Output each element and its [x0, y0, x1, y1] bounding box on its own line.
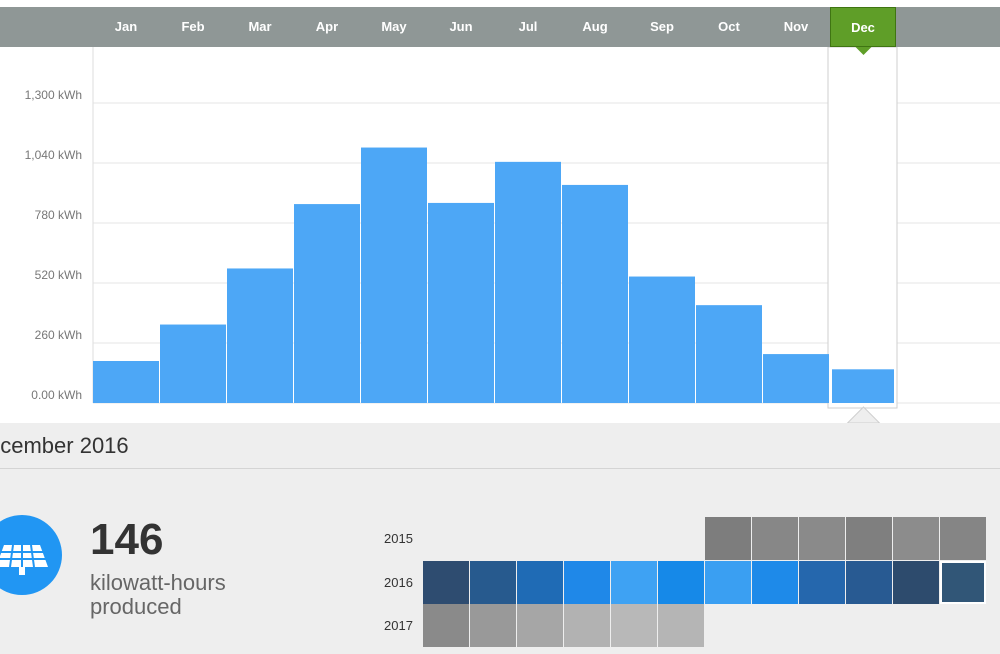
y-tick-label: 260 kWh — [35, 328, 82, 342]
production-value: 146 — [90, 515, 164, 564]
heatmap-cell[interactable] — [752, 517, 798, 560]
year-label-2016: 2016 — [384, 575, 413, 590]
unit-line-2: produced — [90, 594, 182, 619]
heatmap-cell[interactable] — [940, 561, 986, 604]
bar-may[interactable] — [361, 147, 427, 403]
selected-month-highlight — [827, 47, 898, 409]
production-unit: kilowatt-hours produced — [90, 571, 290, 619]
y-tick-label: 1,040 kWh — [25, 148, 82, 162]
monthly-production-chart: 0.00 kWh 260 kWh 520 kWh 780 kWh 1,040 kWh 1,… — [0, 47, 1000, 423]
heatmap-cell[interactable] — [517, 604, 563, 647]
heatmap-cell[interactable] — [799, 561, 845, 604]
month-tab-jan[interactable]: Jan — [114, 19, 138, 34]
bar-oct[interactable] — [696, 305, 762, 403]
month-tab-aug[interactable]: Aug — [582, 19, 608, 34]
bar-chart-svg: 0.00 kWh 260 kWh 520 kWh 780 kWh 1,040 kWh 1,… — [25, 47, 1000, 423]
heatmap-cell[interactable] — [893, 517, 939, 560]
heatmap-cell[interactable] — [705, 517, 751, 560]
month-tab-jul[interactable]: Jul — [518, 19, 538, 34]
year-label-2015: 2015 — [384, 531, 413, 546]
heatmap-cell[interactable] — [940, 517, 986, 560]
month-tab-feb[interactable]: Feb — [181, 19, 205, 34]
heatmap-cell[interactable] — [611, 604, 657, 647]
month-tab-may[interactable]: May — [381, 19, 407, 34]
bar-jul[interactable] — [495, 161, 561, 403]
y-tick-label: 0.00 kWh — [31, 388, 82, 402]
unit-line-1: kilowatt-hours — [90, 570, 226, 595]
y-tick-label: 1,300 kWh — [25, 88, 82, 102]
selected-pointer-bottom — [846, 406, 881, 423]
heatmap-cell[interactable] — [423, 561, 469, 604]
year-label-2017: 2017 — [384, 618, 413, 633]
month-tab-dec[interactable]: Dec — [830, 7, 896, 47]
heatmap-cell[interactable] — [846, 561, 892, 604]
month-tab-apr[interactable]: Apr — [315, 19, 339, 34]
heatmap-cell[interactable] — [752, 561, 798, 604]
bar-sep[interactable] — [629, 276, 695, 403]
solar-panel-icon — [0, 515, 62, 595]
heatmap-cell[interactable] — [705, 561, 751, 604]
heatmap-cell[interactable] — [470, 561, 516, 604]
detail-title: ecember 2016 — [0, 433, 129, 458]
heatmap-cell[interactable] — [470, 604, 516, 647]
heatmap-cell[interactable] — [517, 561, 563, 604]
bar-mar[interactable] — [227, 268, 293, 403]
divider — [0, 468, 1000, 469]
bar-apr[interactable] — [294, 204, 360, 403]
heatmap-cell[interactable] — [893, 561, 939, 604]
heatmap-cell[interactable] — [658, 604, 704, 647]
selected-pointer-top — [855, 47, 872, 55]
month-tab-jun[interactable]: Jun — [449, 19, 473, 34]
y-tick-label: 780 kWh — [35, 208, 82, 222]
heatmap-cell[interactable] — [611, 561, 657, 604]
bar-jun[interactable] — [428, 202, 494, 403]
month-tab-sep[interactable]: Sep — [650, 19, 674, 34]
heatmap-cell[interactable] — [423, 604, 469, 647]
bar-dec[interactable] — [832, 369, 894, 403]
heatmap-cell[interactable] — [846, 517, 892, 560]
heatmap-cell[interactable] — [564, 604, 610, 647]
heatmap-cell[interactable] — [799, 517, 845, 560]
bar-aug[interactable] — [562, 184, 628, 403]
bar-feb[interactable] — [160, 324, 226, 403]
month-selector-bar: Jan Feb Mar Apr May Jun Jul Aug Sep Oct Nov Dec — [0, 7, 1000, 47]
month-tab-mar[interactable]: Mar — [248, 19, 272, 34]
bar-nov[interactable] — [763, 354, 829, 403]
bar-jan[interactable] — [93, 361, 159, 403]
detail-panel: ecember 2016 146 kilowatt-hours produced… — [0, 423, 1000, 654]
y-tick-label: 520 kWh — [35, 268, 82, 282]
heatmap-cell[interactable] — [658, 561, 704, 604]
heatmap-cell[interactable] — [564, 561, 610, 604]
month-tab-nov[interactable]: Nov — [783, 19, 809, 34]
month-tab-oct[interactable]: Oct — [718, 19, 740, 34]
